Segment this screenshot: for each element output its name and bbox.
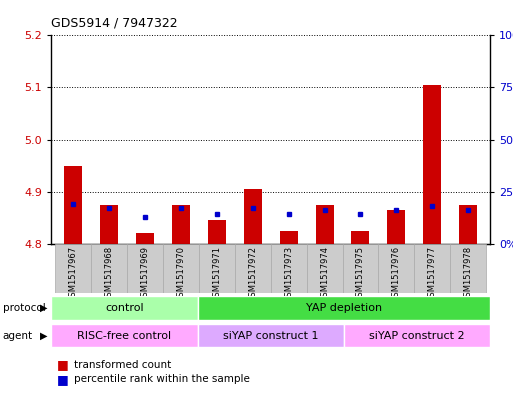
Bar — [198, 296, 490, 320]
Text: GSM1517971: GSM1517971 — [212, 246, 221, 302]
Text: GSM1517973: GSM1517973 — [284, 246, 293, 302]
Bar — [387, 210, 405, 244]
Bar — [344, 324, 490, 347]
Bar — [234, 244, 271, 293]
Text: protocol: protocol — [3, 303, 45, 313]
Text: control: control — [105, 303, 144, 313]
Text: GSM1517972: GSM1517972 — [248, 246, 257, 302]
Bar — [307, 244, 343, 293]
Bar — [351, 231, 369, 244]
Bar — [127, 244, 163, 293]
Bar — [459, 205, 477, 244]
Bar — [423, 85, 441, 244]
Bar — [244, 189, 262, 244]
Text: percentile rank within the sample: percentile rank within the sample — [74, 374, 250, 384]
Text: ■: ■ — [56, 373, 68, 386]
Text: GSM1517978: GSM1517978 — [464, 246, 473, 302]
Bar — [51, 324, 198, 347]
Text: transformed count: transformed count — [74, 360, 172, 370]
Text: GSM1517976: GSM1517976 — [392, 246, 401, 302]
Bar — [315, 205, 333, 244]
Bar — [280, 231, 298, 244]
Text: GDS5914 / 7947322: GDS5914 / 7947322 — [51, 17, 178, 29]
Bar — [64, 165, 82, 244]
Text: RISC-free control: RISC-free control — [77, 331, 171, 341]
Text: siYAP construct 1: siYAP construct 1 — [223, 331, 319, 341]
Bar — [91, 244, 127, 293]
Text: GSM1517974: GSM1517974 — [320, 246, 329, 302]
Text: ▶: ▶ — [40, 331, 47, 341]
Bar — [199, 244, 234, 293]
Text: GSM1517970: GSM1517970 — [176, 246, 185, 302]
Bar — [136, 233, 154, 244]
Bar — [51, 296, 198, 320]
Bar — [415, 244, 450, 293]
Bar — [172, 205, 190, 244]
Text: siYAP construct 2: siYAP construct 2 — [369, 331, 465, 341]
Text: GSM1517975: GSM1517975 — [356, 246, 365, 302]
Bar — [163, 244, 199, 293]
Text: GSM1517977: GSM1517977 — [428, 246, 437, 302]
Text: ■: ■ — [56, 358, 68, 371]
Bar — [55, 244, 91, 293]
Bar — [450, 244, 486, 293]
Text: GSM1517969: GSM1517969 — [140, 246, 149, 302]
Bar — [343, 244, 379, 293]
Bar — [379, 244, 415, 293]
Text: GSM1517968: GSM1517968 — [104, 246, 113, 302]
Bar — [100, 205, 118, 244]
Bar — [198, 324, 344, 347]
Text: ▶: ▶ — [40, 303, 47, 313]
Text: agent: agent — [3, 331, 33, 341]
Bar — [208, 220, 226, 244]
Text: YAP depletion: YAP depletion — [306, 303, 382, 313]
Text: GSM1517967: GSM1517967 — [68, 246, 77, 302]
Bar — [271, 244, 307, 293]
